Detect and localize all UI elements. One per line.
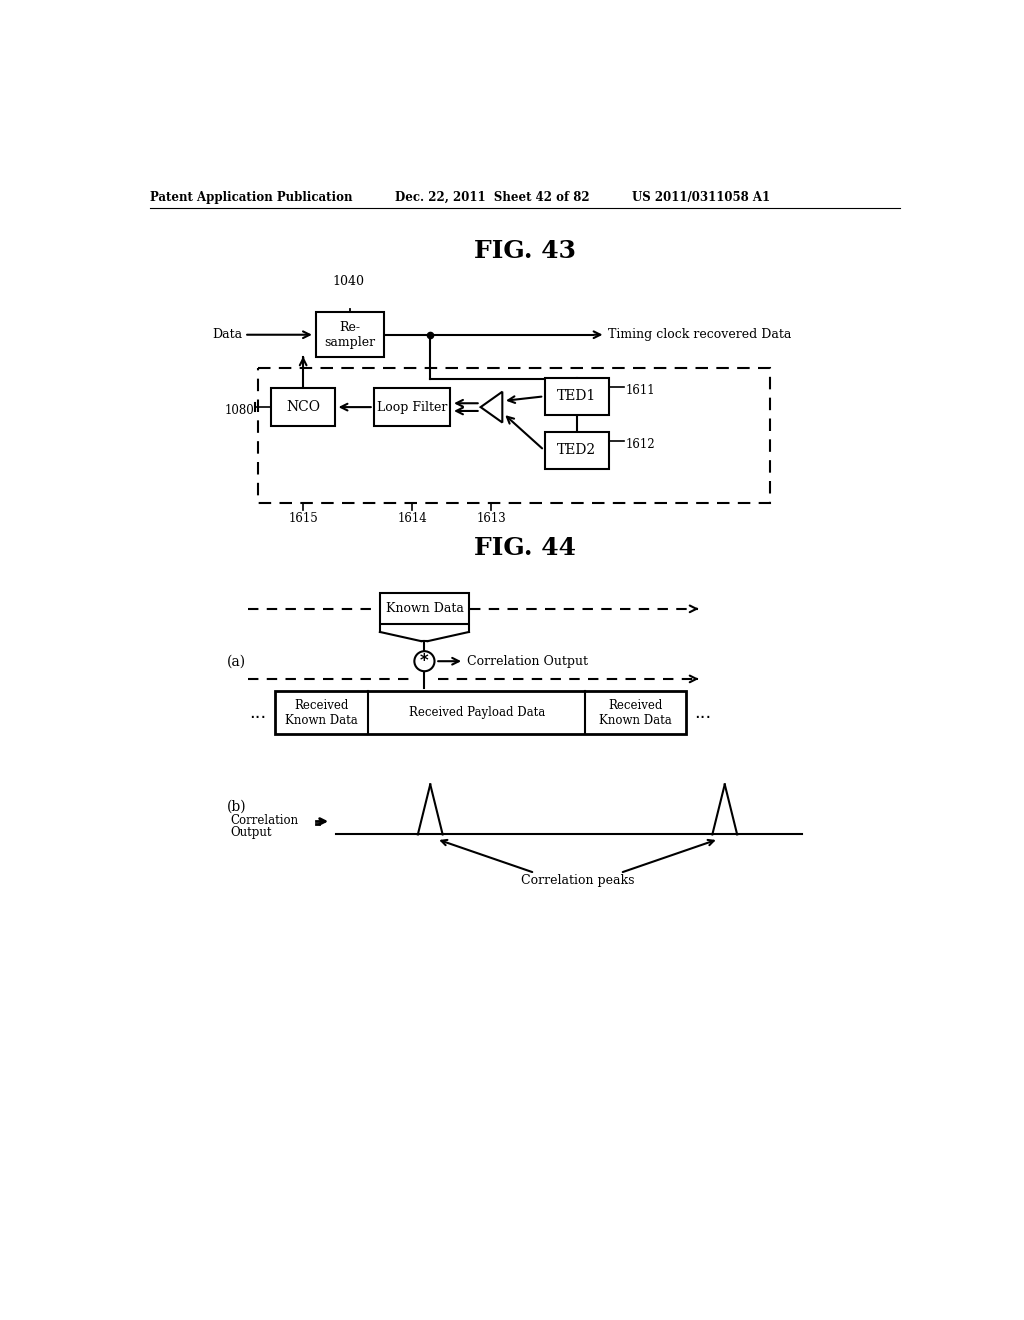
Text: ...: ... xyxy=(250,704,267,722)
Bar xyxy=(545,378,608,414)
Text: US 2011/0311058 A1: US 2011/0311058 A1 xyxy=(632,190,770,203)
Text: Re-
sampler: Re- sampler xyxy=(324,321,375,348)
Text: Received Payload Data: Received Payload Data xyxy=(409,706,545,719)
Circle shape xyxy=(415,651,434,671)
Bar xyxy=(271,388,335,426)
Text: Correlation: Correlation xyxy=(230,813,298,826)
Text: *: * xyxy=(420,652,429,671)
Text: 1614: 1614 xyxy=(397,512,427,525)
Text: (a): (a) xyxy=(227,655,247,668)
Text: Received
Known Data: Received Known Data xyxy=(599,698,672,727)
Text: Correlation Output: Correlation Output xyxy=(467,655,588,668)
Text: Timing clock recovered Data: Timing clock recovered Data xyxy=(608,329,792,342)
Text: 1615: 1615 xyxy=(289,512,318,525)
Text: Patent Application Publication: Patent Application Publication xyxy=(150,190,352,203)
Bar xyxy=(315,313,384,358)
Text: TED1: TED1 xyxy=(557,389,596,404)
Text: 1040: 1040 xyxy=(332,275,365,288)
Text: Dec. 22, 2011  Sheet 42 of 82: Dec. 22, 2011 Sheet 42 of 82 xyxy=(395,190,590,203)
Text: Loop Filter: Loop Filter xyxy=(377,400,447,413)
Text: ...: ... xyxy=(694,704,712,722)
Text: 1611: 1611 xyxy=(626,384,655,397)
Text: Received
Known Data: Received Known Data xyxy=(286,698,358,727)
Text: 1080: 1080 xyxy=(224,404,254,417)
Text: FIG. 43: FIG. 43 xyxy=(474,239,575,263)
Text: 1613: 1613 xyxy=(476,512,506,525)
Text: NCO: NCO xyxy=(286,400,321,414)
Polygon shape xyxy=(480,392,503,422)
Text: (b): (b) xyxy=(227,800,247,814)
Bar xyxy=(545,432,608,469)
Bar xyxy=(258,368,770,503)
Text: Known Data: Known Data xyxy=(385,602,464,615)
Text: 1612: 1612 xyxy=(626,438,655,451)
Bar xyxy=(380,594,469,624)
Text: Correlation peaks: Correlation peaks xyxy=(521,874,634,887)
Text: Data: Data xyxy=(213,329,243,342)
Text: FIG. 44: FIG. 44 xyxy=(474,536,575,560)
Text: TED2: TED2 xyxy=(557,444,596,457)
Bar xyxy=(275,692,686,734)
Text: Output: Output xyxy=(230,826,271,840)
Bar xyxy=(375,388,451,426)
